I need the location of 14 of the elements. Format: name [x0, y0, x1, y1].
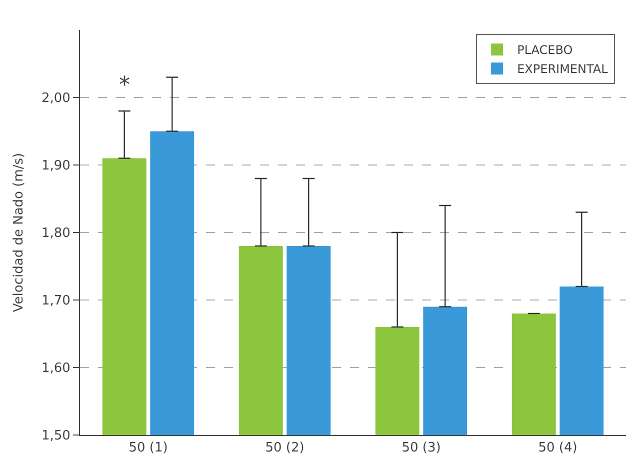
x-tick-label: 50 (3) [402, 440, 441, 456]
y-tick-label: 1,50 [41, 428, 70, 444]
y-tick-label: 1,90 [41, 158, 70, 174]
x-tick-label: 50 (2) [265, 440, 304, 456]
x-tick-label: 50 (1) [128, 440, 168, 456]
y-tick-label: 2,00 [41, 91, 70, 106]
legend-label: EXPERIMENTAL [517, 62, 608, 76]
y-tick-label: 1,60 [41, 361, 70, 376]
legend-label: PLACEBO [517, 43, 573, 58]
y-axis-title: Velocidad de Nado (m/s) [11, 152, 26, 312]
x-tick-label: 50 (4) [538, 440, 578, 456]
annotation: * [119, 73, 130, 98]
y-tick-label: 1,70 [41, 294, 70, 309]
y-tick-label: 1,80 [41, 226, 70, 242]
